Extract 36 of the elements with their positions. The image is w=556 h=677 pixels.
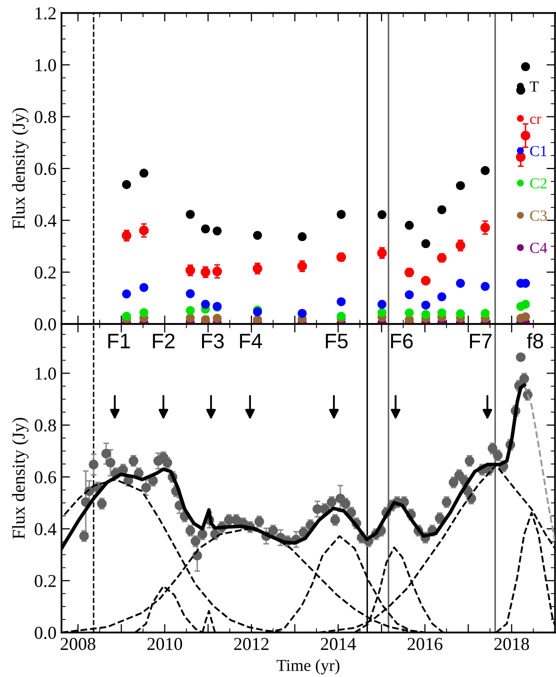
y-tick-label: 1.0 — [36, 59, 56, 72]
x-tick-label: 2016 — [408, 638, 442, 650]
legend-label: C4 — [530, 242, 548, 254]
y-tick-label: 0.6 — [34, 162, 56, 176]
y-tick-label: 0.8 — [34, 110, 56, 124]
annotation: F6 — [391, 334, 413, 348]
y-tick-label: 1.2 — [36, 7, 56, 20]
legend-label: C1 — [530, 146, 546, 156]
annotation: f8 — [526, 333, 544, 348]
y-axis-title: Flux density (Jy) — [12, 418, 29, 539]
y-tick-label: 0.0 — [34, 318, 56, 331]
y-axis-title: Flux density (Jy) — [12, 108, 29, 230]
x-tick-label: 2018 — [494, 638, 529, 650]
legend-label: T — [530, 82, 539, 92]
y-tick-label: 0.6 — [34, 471, 56, 484]
y-tick-label: 0.2 — [34, 574, 56, 588]
annotation: F3 — [202, 334, 224, 348]
y-tick-label: 0.8 — [34, 419, 56, 432]
y-tick-label: 0.2 — [34, 266, 56, 279]
annotation: F2 — [152, 334, 175, 348]
x-tick-label: 2014 — [320, 638, 356, 650]
legend-label: cr — [530, 116, 542, 124]
x-tick-label: 2010 — [147, 638, 182, 650]
x-tick-label: 2008 — [60, 638, 96, 650]
x-tick-label: 2012 — [234, 638, 268, 650]
legend-label: C3 — [530, 210, 547, 221]
y-tick-label: 1.0 — [36, 368, 56, 380]
annotation: F5 — [326, 334, 348, 348]
annotation: F4 — [240, 334, 262, 348]
x-axis-title: Time (yr) — [276, 659, 340, 674]
annotation: F1 — [108, 334, 130, 348]
legend-label: C2 — [530, 178, 547, 189]
y-tick-label: 0.0 — [34, 626, 56, 640]
annotation: F7 — [470, 334, 492, 348]
y-tick-label: 0.4 — [34, 214, 56, 227]
y-tick-label: 0.4 — [34, 523, 56, 536]
